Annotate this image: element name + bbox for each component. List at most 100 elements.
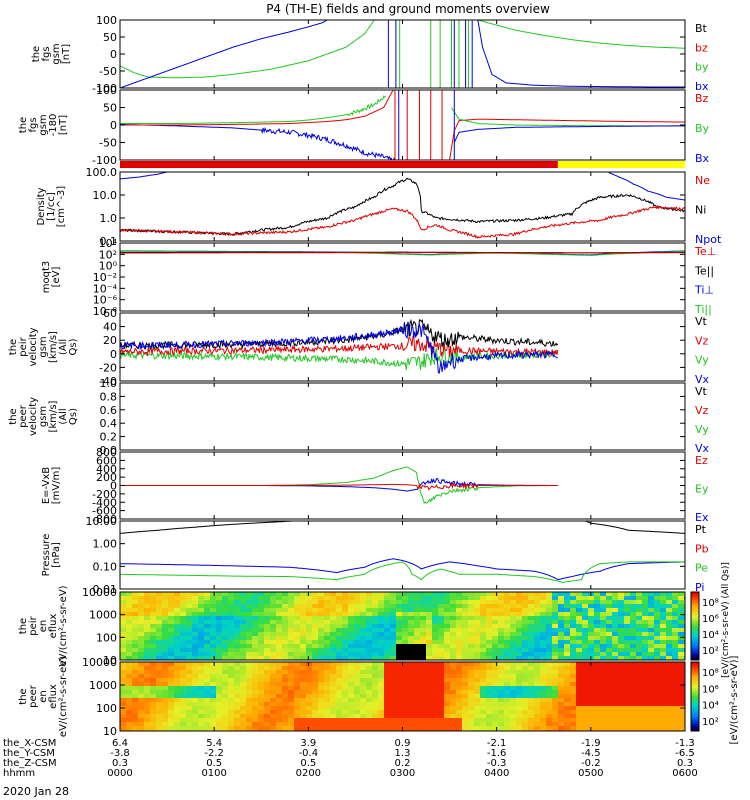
- lines-p1: [120, 20, 685, 88]
- x-axis-value: 6.4: [112, 738, 128, 749]
- series-line-p1-bx: [476, 20, 685, 88]
- legend-entry: bx: [695, 80, 709, 93]
- y-tick-label: 100: [96, 14, 117, 27]
- series-line-p3-ni: [120, 177, 685, 236]
- y-axis-label-word: fgs: [41, 46, 52, 61]
- y-tick-label: 100: [96, 631, 117, 644]
- y-axis-label: the peer en eflux eV/(cm²-s-sr-eV): [18, 656, 69, 737]
- series-line-p3-npot: [608, 172, 685, 201]
- y-axis-label: moqt3 [eV]: [41, 261, 62, 294]
- x-axis-value: -0.4: [299, 748, 319, 759]
- x-axis-value: -4.5: [581, 748, 601, 759]
- y-tick-label: 100: [96, 702, 117, 715]
- y-tick-label: 0.10: [93, 560, 118, 573]
- legend-entry: bz: [695, 41, 708, 54]
- x-axis-value: 3.9: [300, 738, 316, 749]
- panel-frame: [119, 171, 686, 242]
- colorbar-cell: [691, 694, 699, 697]
- y-axis-label-word: gsm: [38, 406, 49, 427]
- y-axis-label-word: Qs): [68, 408, 79, 425]
- y-axis-label: the fgs gsm -180 [nT]: [18, 114, 69, 137]
- colorbar-cell: [691, 665, 699, 668]
- colorbar-cell: [691, 698, 699, 701]
- colorbar-frame: [690, 591, 700, 661]
- y-tick-label: 10⁻²: [93, 271, 117, 284]
- figure-title: P4 (TH-E) fields and ground moments over…: [266, 2, 550, 16]
- x-axis-value: -1.3: [675, 738, 695, 749]
- y-tick-label: -50: [99, 65, 117, 78]
- y-tick-label: 100.0: [86, 166, 118, 179]
- colorbar-cell: [691, 686, 699, 689]
- y-axis-label-word: [cm^-3]: [56, 186, 67, 227]
- y-axis-label-word: fgs: [28, 117, 39, 132]
- series-line-p1-bx: [120, 20, 328, 88]
- spectrogram-p9: [120, 592, 685, 660]
- y-tick-label: 200: [96, 471, 117, 484]
- colorbar-p10: 10⁸ 10⁶ 10⁴ 10²: [690, 661, 719, 732]
- y-tick-label: 400: [96, 463, 117, 476]
- x-axis-value: -2.2: [204, 748, 224, 759]
- lines-p4: [120, 250, 685, 256]
- y-axis-label-word: [km/s]: [48, 331, 59, 363]
- colorbar-cell: [691, 682, 699, 685]
- colorbar-frame: [690, 661, 700, 732]
- panel-p9: 10000 1000 100 10 the peir en eflux eV/(cm²-s-sr…: [18, 585, 686, 667]
- colorbar-cell: [691, 718, 699, 722]
- colorbar-cell: [691, 712, 699, 715]
- series-line-p5-vx: [120, 321, 558, 374]
- legend-entry: Ex: [695, 511, 709, 524]
- y-axis-label-word: velocity: [28, 397, 39, 436]
- x-axis-value: 0.5: [206, 758, 222, 769]
- x-axis-value: 0400: [484, 768, 509, 779]
- y-axis-label-word: gsm: [38, 336, 49, 357]
- series-line-p3-ne: [120, 204, 685, 239]
- colorbar-cell: [691, 629, 699, 632]
- colorbar-cell: [691, 607, 699, 610]
- orbit-row-label: the_Y-CSM: [3, 748, 55, 759]
- y-axis-label-word: peer: [18, 404, 29, 428]
- legend-entry: Vy: [695, 423, 709, 436]
- colorbar-cell: [691, 679, 699, 682]
- x-axis-value: 0.9: [395, 738, 411, 749]
- y-axis-label-word: Density: [36, 187, 47, 225]
- y-tick-label: 10.0: [93, 189, 118, 202]
- colorbar-cell: [691, 653, 699, 656]
- colorbar-cell: [691, 605, 699, 608]
- y-tick-label: 0.0: [100, 444, 118, 457]
- y-tick-label: 10: [103, 725, 117, 738]
- legend-entry: Te||: [694, 264, 714, 277]
- y-axis-label-word: eflux: [48, 684, 59, 709]
- panel-p3: 100.0 10.0 1.0 0.1 Density [1/cc] [cm^-3] Ne Ni N…: [36, 166, 722, 248]
- legend-entry: Npot: [695, 233, 722, 246]
- legend-entry: Bz: [695, 92, 709, 105]
- colorbar-cell: [691, 617, 699, 620]
- colorbar-tick-label: 10⁶: [702, 684, 719, 695]
- series-line-p7-ez: [120, 482, 558, 491]
- colorbar-cell: [691, 668, 699, 672]
- x-axis-value: -2.1: [487, 738, 507, 749]
- colorbar-cell: [691, 675, 699, 679]
- legend-entry: by: [695, 61, 709, 74]
- y-axis-label-word: the: [31, 46, 42, 62]
- colorbar-cell: [691, 619, 699, 622]
- y-tick-label: 0: [110, 348, 117, 361]
- y-tick-label: -100: [92, 154, 117, 167]
- y-axis-label-word: eV/(cm²-s-sr-eV): [58, 585, 69, 666]
- colorbar-p9: 10⁸ 10⁶ 10⁴ 10²: [690, 591, 719, 661]
- legend-entry: Vz: [695, 404, 709, 417]
- y-axis-label-word: [eV]: [51, 267, 62, 288]
- y-tick-label: 100: [96, 84, 117, 97]
- colorbar-cell: [691, 620, 699, 624]
- mode-bar-segment: [120, 161, 558, 168]
- y-axis-label: the peir velocity gsm [km/s] (All Qs): [8, 327, 79, 366]
- y-tick-label: 0.01: [93, 583, 118, 596]
- x-axis-value: -0.2: [581, 758, 601, 769]
- y-tick-label: 0.1: [100, 235, 118, 248]
- legend-entry: Pi: [695, 581, 704, 594]
- colorbar-cell: [691, 600, 699, 603]
- colorbar-cell: [691, 651, 699, 654]
- y-tick-label: 10⁰: [99, 260, 118, 273]
- y-tick-label: 1.0: [100, 377, 118, 390]
- colorbar-cell: [691, 624, 699, 627]
